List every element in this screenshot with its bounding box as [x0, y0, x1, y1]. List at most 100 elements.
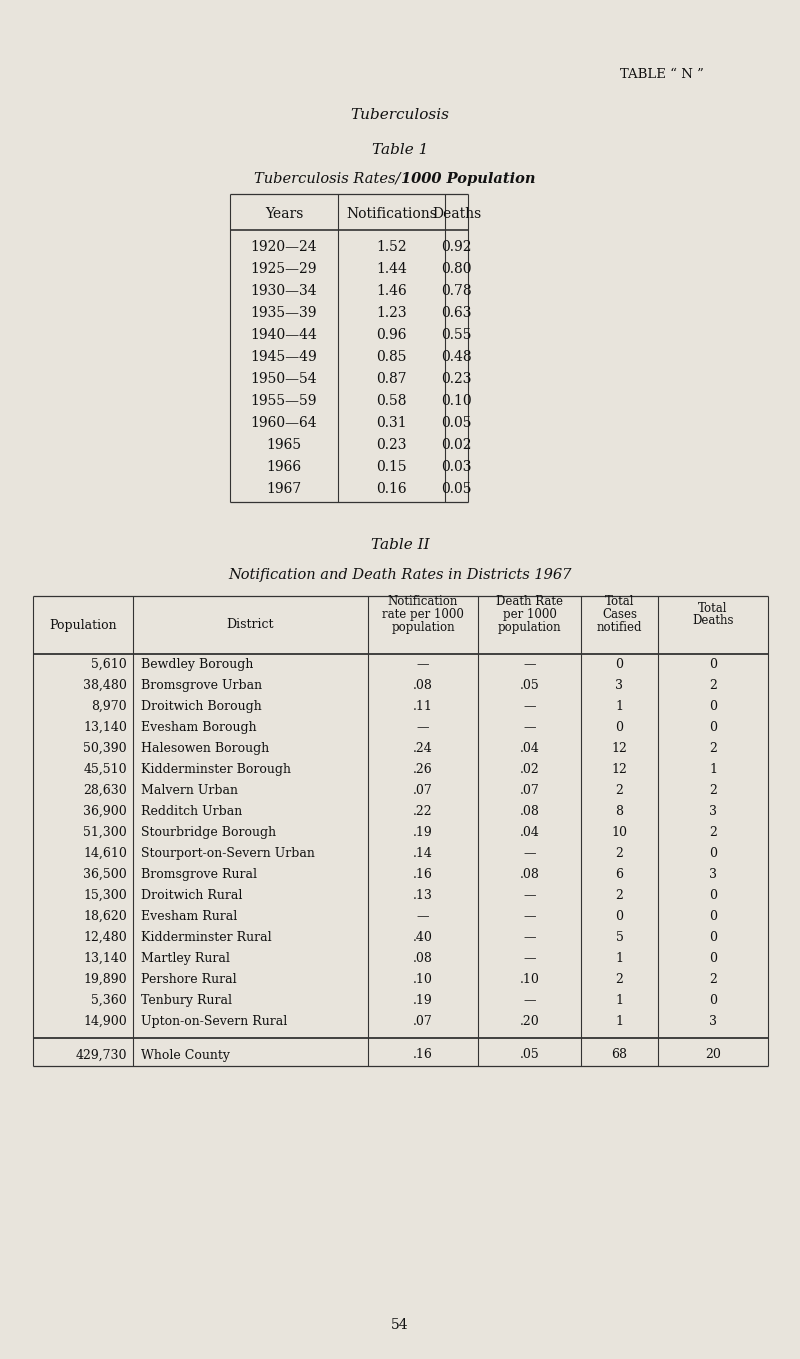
Text: 1955—59: 1955—59	[250, 394, 318, 408]
Text: Droitwich Borough: Droitwich Borough	[141, 700, 262, 713]
Text: —: —	[523, 911, 536, 923]
Text: 429,730: 429,730	[75, 1049, 127, 1061]
Text: 1966: 1966	[266, 459, 302, 474]
Text: .11: .11	[413, 700, 433, 713]
Text: —: —	[417, 722, 430, 734]
Text: Malvern Urban: Malvern Urban	[141, 784, 238, 796]
Text: 1930—34: 1930—34	[250, 284, 318, 298]
Text: 0: 0	[709, 700, 717, 713]
Text: 0: 0	[709, 911, 717, 923]
Text: 54: 54	[391, 1318, 409, 1332]
Text: Redditch Urban: Redditch Urban	[141, 805, 242, 818]
Text: Tuberculosis: Tuberculosis	[350, 107, 450, 122]
Text: 12,480: 12,480	[83, 931, 127, 945]
Text: Bromsgrove Urban: Bromsgrove Urban	[141, 680, 262, 692]
Text: 10: 10	[611, 826, 627, 839]
Text: 2: 2	[709, 973, 717, 987]
Text: 0: 0	[709, 889, 717, 902]
Text: 1: 1	[615, 993, 623, 1007]
Text: 0.80: 0.80	[442, 262, 472, 276]
Text: 3: 3	[709, 868, 717, 881]
Text: 15,300: 15,300	[83, 889, 127, 902]
Text: Notification: Notification	[388, 595, 458, 607]
Text: Martley Rural: Martley Rural	[141, 953, 230, 965]
Text: notified: notified	[597, 621, 642, 635]
Text: .40: .40	[413, 931, 433, 945]
Text: 20: 20	[705, 1049, 721, 1061]
Text: 1000 Population: 1000 Population	[401, 173, 535, 186]
Text: .13: .13	[413, 889, 433, 902]
Text: 6: 6	[615, 868, 623, 881]
Text: population: population	[498, 621, 562, 635]
Text: 5,360: 5,360	[91, 993, 127, 1007]
Text: —: —	[523, 953, 536, 965]
Text: —: —	[523, 931, 536, 945]
Text: .07: .07	[413, 784, 433, 796]
Text: Upton-on-Severn Rural: Upton-on-Severn Rural	[141, 1015, 287, 1027]
Text: 0.92: 0.92	[442, 241, 472, 254]
Text: 5: 5	[615, 931, 623, 945]
Text: Evesham Rural: Evesham Rural	[141, 911, 238, 923]
Text: Deaths: Deaths	[692, 614, 734, 628]
Text: 13,140: 13,140	[83, 953, 127, 965]
Text: 1: 1	[615, 700, 623, 713]
Text: TABLE “ N ”: TABLE “ N ”	[620, 68, 704, 82]
Text: 68: 68	[611, 1049, 627, 1061]
Text: 0: 0	[709, 931, 717, 945]
Text: .20: .20	[520, 1015, 539, 1027]
Text: 2: 2	[615, 784, 623, 796]
Text: 0.55: 0.55	[442, 328, 472, 342]
Text: Deaths: Deaths	[432, 207, 481, 222]
Text: 0.85: 0.85	[376, 351, 406, 364]
Text: .22: .22	[413, 805, 433, 818]
Text: 1: 1	[615, 953, 623, 965]
Text: 1: 1	[709, 762, 717, 776]
Text: 1965: 1965	[266, 438, 302, 453]
Text: 50,390: 50,390	[83, 742, 127, 756]
Text: 14,610: 14,610	[83, 847, 127, 860]
Text: 18,620: 18,620	[83, 911, 127, 923]
Text: Kidderminster Rural: Kidderminster Rural	[141, 931, 272, 945]
Text: 2: 2	[615, 847, 623, 860]
Text: —: —	[523, 993, 536, 1007]
Text: 36,900: 36,900	[83, 805, 127, 818]
Text: 0: 0	[709, 953, 717, 965]
Text: 45,510: 45,510	[83, 762, 127, 776]
Text: Tenbury Rural: Tenbury Rural	[141, 993, 232, 1007]
Text: 0.16: 0.16	[376, 482, 407, 496]
Text: —: —	[417, 911, 430, 923]
Text: .07: .07	[413, 1015, 433, 1027]
Text: .04: .04	[519, 742, 539, 756]
Text: Years: Years	[265, 207, 303, 222]
Text: 0.96: 0.96	[376, 328, 406, 342]
Text: 1.44: 1.44	[376, 262, 407, 276]
Text: population: population	[391, 621, 455, 635]
Text: 2: 2	[709, 784, 717, 796]
Text: 1960—64: 1960—64	[250, 416, 318, 429]
Text: Table 1: Table 1	[372, 143, 428, 158]
Text: —: —	[523, 847, 536, 860]
Text: 3: 3	[615, 680, 623, 692]
Text: Pershore Rural: Pershore Rural	[141, 973, 237, 987]
Text: .19: .19	[413, 826, 433, 839]
Text: .05: .05	[520, 1049, 539, 1061]
Text: 1: 1	[615, 1015, 623, 1027]
Text: 1.46: 1.46	[376, 284, 407, 298]
Text: Death Rate: Death Rate	[496, 595, 563, 607]
Text: 0: 0	[615, 658, 623, 671]
Text: Cases: Cases	[602, 607, 637, 621]
Text: .10: .10	[413, 973, 433, 987]
Text: .26: .26	[413, 762, 433, 776]
Text: 0.02: 0.02	[442, 438, 472, 453]
Text: .16: .16	[413, 1049, 433, 1061]
Text: 5,610: 5,610	[91, 658, 127, 671]
Text: 3: 3	[709, 1015, 717, 1027]
Text: Table II: Table II	[370, 538, 430, 552]
Text: 0.58: 0.58	[376, 394, 406, 408]
Text: 1945—49: 1945—49	[250, 351, 318, 364]
Text: 0.31: 0.31	[376, 416, 407, 429]
Text: 0: 0	[709, 722, 717, 734]
Text: —: —	[523, 722, 536, 734]
Text: Notifications: Notifications	[346, 207, 437, 222]
Text: .24: .24	[413, 742, 433, 756]
